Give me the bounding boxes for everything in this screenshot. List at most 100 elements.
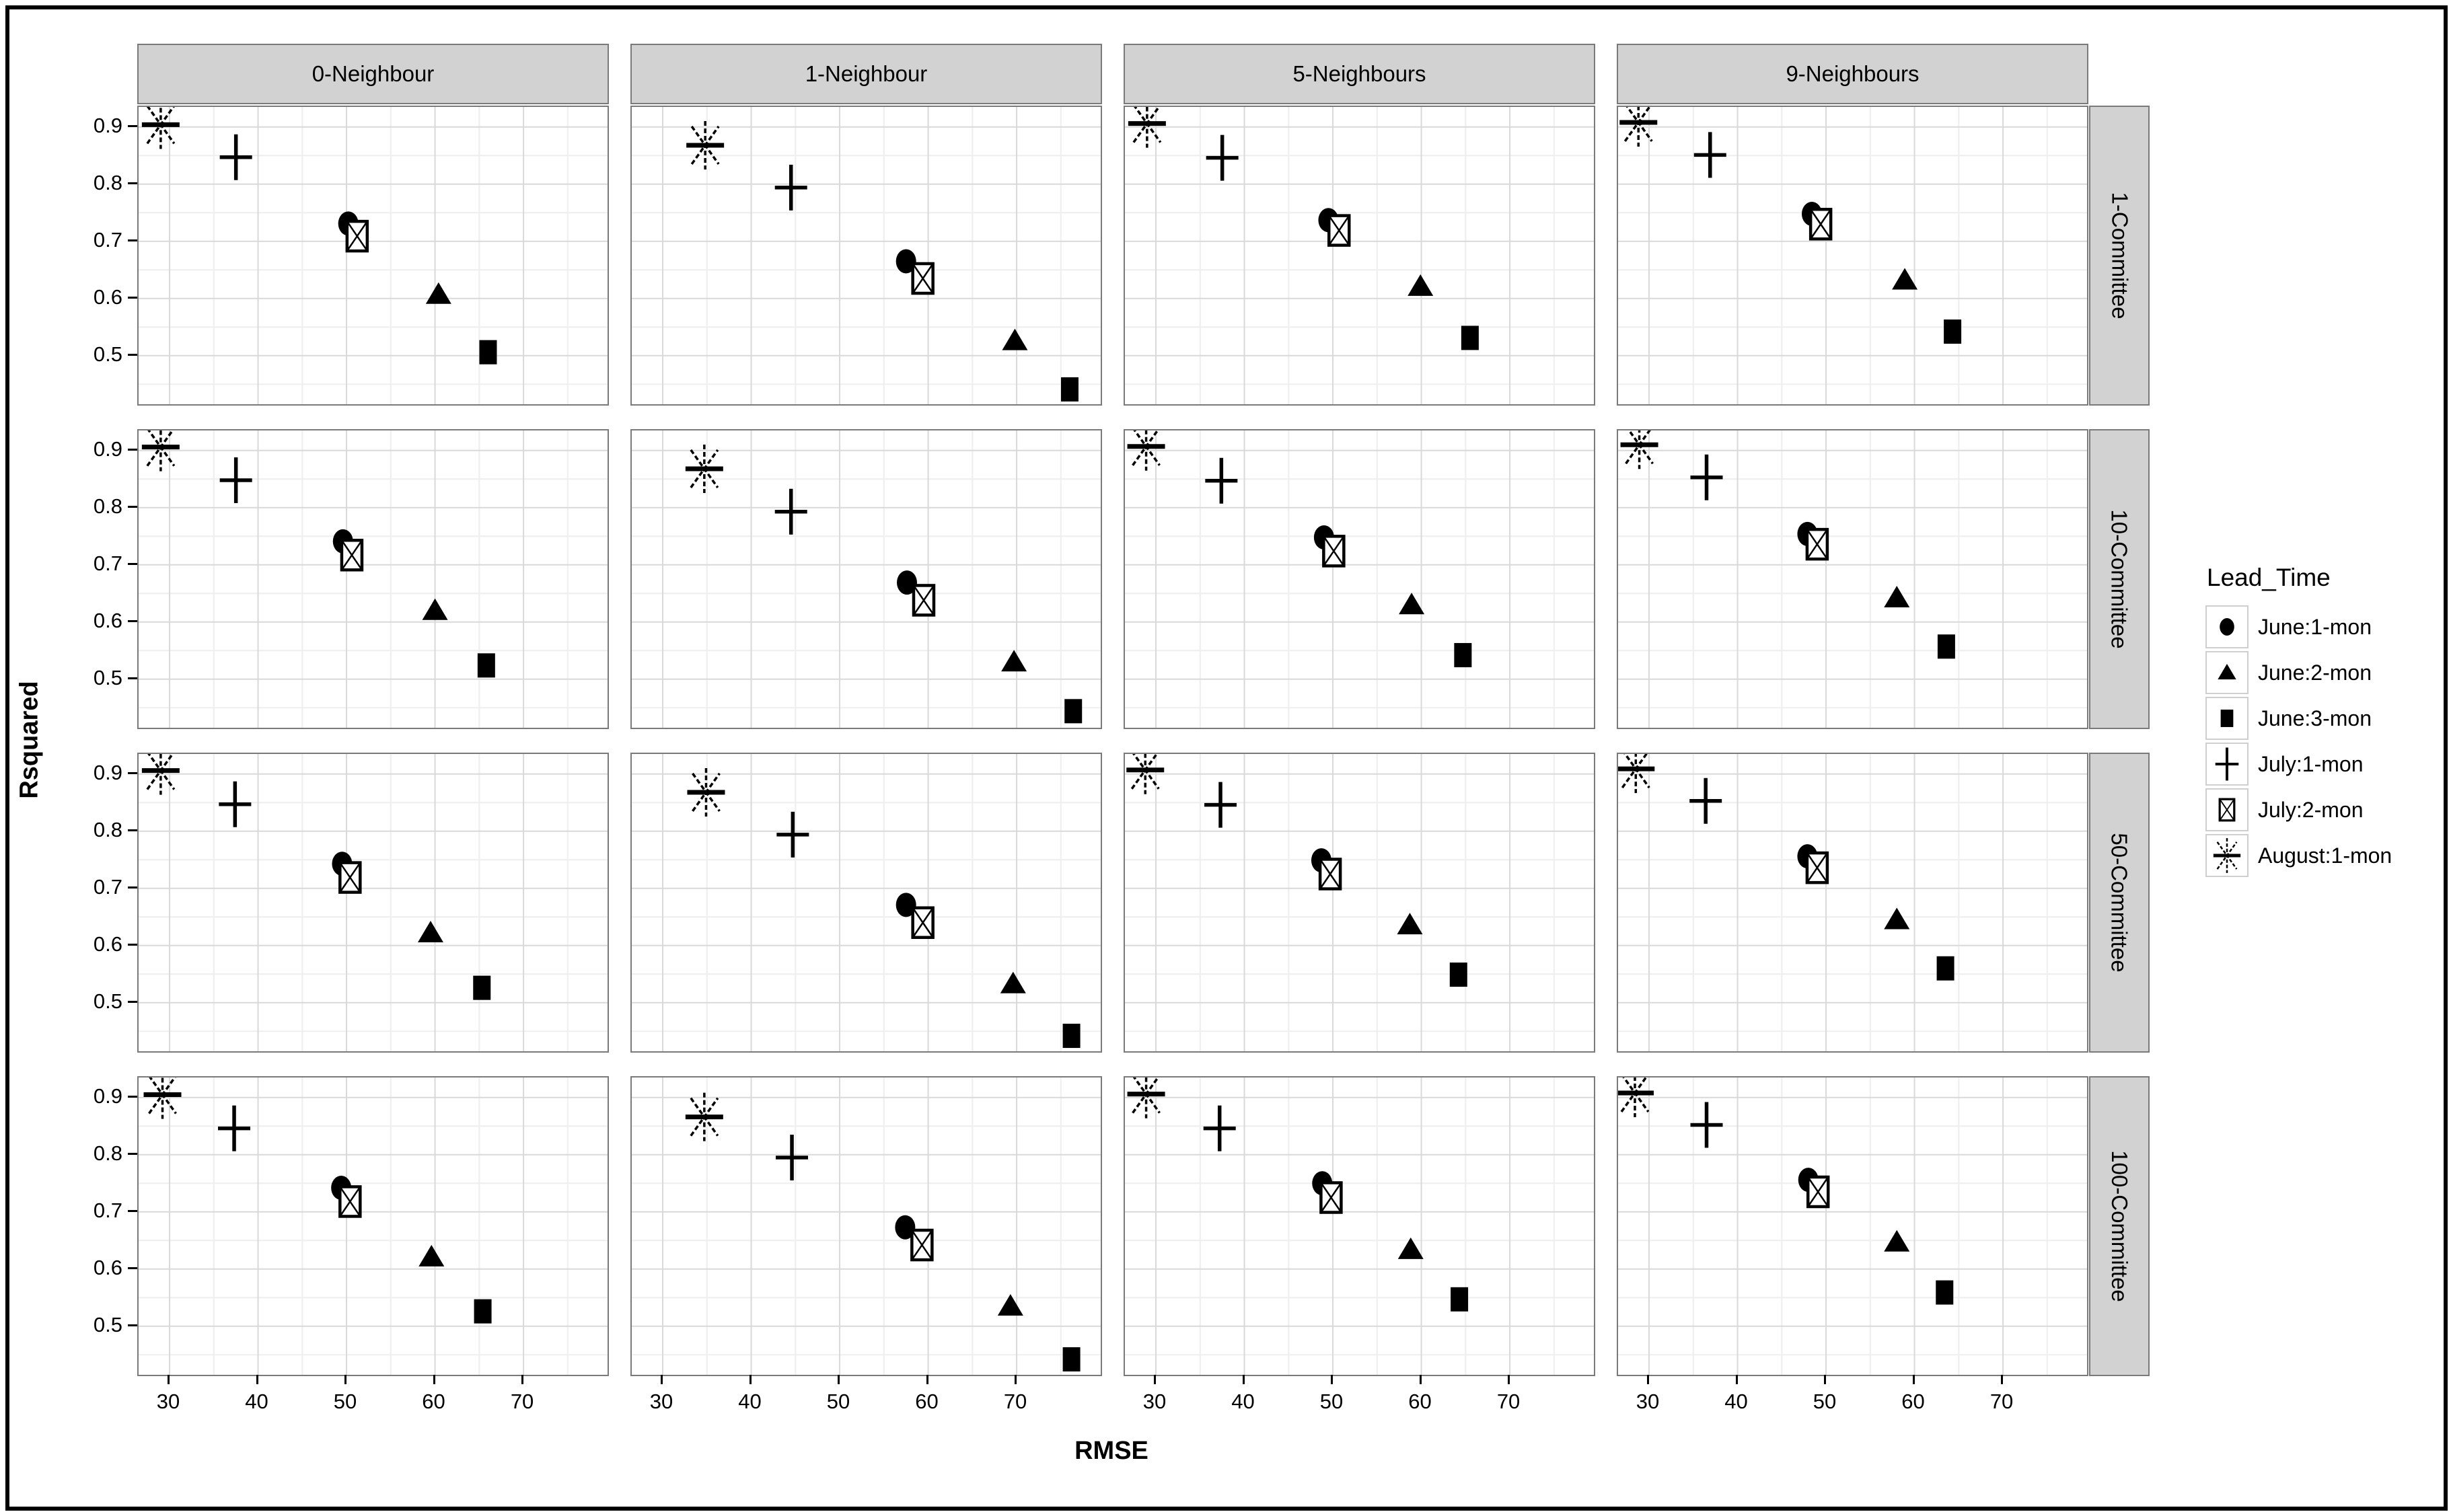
marker-plus [219,781,252,827]
marker-circle [895,893,916,917]
marker-triangle [1001,650,1027,672]
x-tick-mark [926,1375,928,1384]
marker-plus [1689,778,1722,824]
marker-boxed-x [912,584,936,617]
marker-asterisk [685,1092,723,1141]
marker-asterisk [141,754,180,795]
marker-triangle [422,598,448,620]
legend-key [2205,605,2249,648]
marker-asterisk [1618,1078,1654,1117]
y-tick-label: 0.5 [93,342,122,366]
marker-plus [1690,1102,1723,1148]
gridlines [1125,107,1594,404]
marker-circle [895,249,916,274]
marker-boxed-x [340,539,364,572]
facet-row-label: 100-Committee [2107,1150,2132,1302]
marker-boxed-x [911,262,935,295]
marker-triangle [417,921,443,943]
marker-triangle [997,1294,1023,1316]
facet-column-strip: 1-Neighbour [630,44,1102,104]
marker-triangle [1000,971,1026,993]
y-tick-mark [128,1152,137,1155]
y-tick-mark [128,353,137,356]
y-axis-title: Rsquared [15,681,44,799]
marker-boxed-x [345,219,369,253]
facet-column-strip: 5-Neighbours [1124,44,1595,104]
marker-asterisk [1128,107,1166,148]
y-tick-mark [128,1095,137,1098]
marker-plus [1206,135,1239,181]
marker-plus [1204,782,1237,828]
x-tick-label: 70 [510,1390,534,1413]
marker-triangle [1884,907,1910,930]
marker-asterisk [685,444,723,493]
marker-boxed-x [338,861,362,894]
facet-panel [1124,106,1595,406]
gridlines [1125,1078,1594,1375]
marker-circle [895,1215,916,1240]
facet-panel [1617,753,2088,1053]
marker-square [1936,956,1954,981]
gridlines [1618,1078,2087,1375]
gridlines [139,430,608,728]
marker-boxed-x [338,1185,362,1218]
x-tick-label: 50 [826,1390,850,1413]
gridlines [632,1078,1101,1375]
y-tick-mark [128,619,137,622]
marker-square [1064,699,1083,724]
y-tick-label: 0.8 [93,1141,122,1165]
legend-entry-label: August:1-mon [2258,843,2392,868]
marker-triangle [2218,664,2236,680]
gridlines [632,107,1101,404]
legend-entry-label: July:1-mon [2258,751,2364,776]
facet-panel [630,1076,1102,1376]
gridlines [1618,107,2087,404]
y-tick-mark [128,182,137,184]
facet-column-label: 1-Neighbour [805,61,928,86]
marker-asterisk [141,430,180,471]
marker-plus [776,811,809,858]
marker-square [2220,710,2234,727]
x-tick-label: 30 [1636,1390,1660,1413]
y-tick-mark [128,943,137,946]
marker-plus [774,488,807,535]
legend-entry: June:3-mon [2205,697,2372,740]
x-tick-label: 60 [422,1390,445,1413]
marker-plus [1693,132,1726,178]
x-tick-label: 70 [1003,1390,1027,1413]
marker-circle [2220,618,2234,636]
x-tick-mark [1242,1375,1245,1384]
marker-square [1454,643,1472,668]
marker-boxed-x [1806,1175,1830,1209]
x-tick-mark [838,1375,840,1384]
marker-square [1937,634,1955,659]
y-tick-mark [128,448,137,451]
marker-asterisk [141,107,180,149]
facet-row-label: 50-Committee [2107,833,2133,973]
marker-square [477,653,495,678]
facet-panel [137,753,609,1053]
x-tick-label: 30 [156,1390,180,1413]
marker-asterisk [1620,430,1658,469]
facet-column-strip: 9-Neighbours [1617,44,2088,104]
gridlines [632,754,1101,1051]
facet-panel [1124,1076,1595,1376]
x-tick-mark [1912,1375,1915,1384]
marker-plus [774,164,807,211]
gridlines [1125,430,1594,728]
gridlines [139,754,608,1051]
marker-plus [1690,454,1723,500]
facet-panel [1124,753,1595,1053]
legend-entry: August:1-mon [2205,834,2392,877]
y-tick-label: 0.8 [93,494,122,518]
facet-column-strip: 0-Neighbour [137,44,609,104]
marker-triangle [1397,913,1423,935]
facet-row-label: 10-Committee [2107,509,2133,649]
marker-circle [896,570,917,595]
marker-asterisk [1619,107,1658,147]
gridlines [139,1078,608,1375]
legend-key [2205,834,2249,877]
y-tick-mark [128,562,137,565]
marker-boxed-x [911,906,935,939]
gridlines [1618,754,2087,1051]
